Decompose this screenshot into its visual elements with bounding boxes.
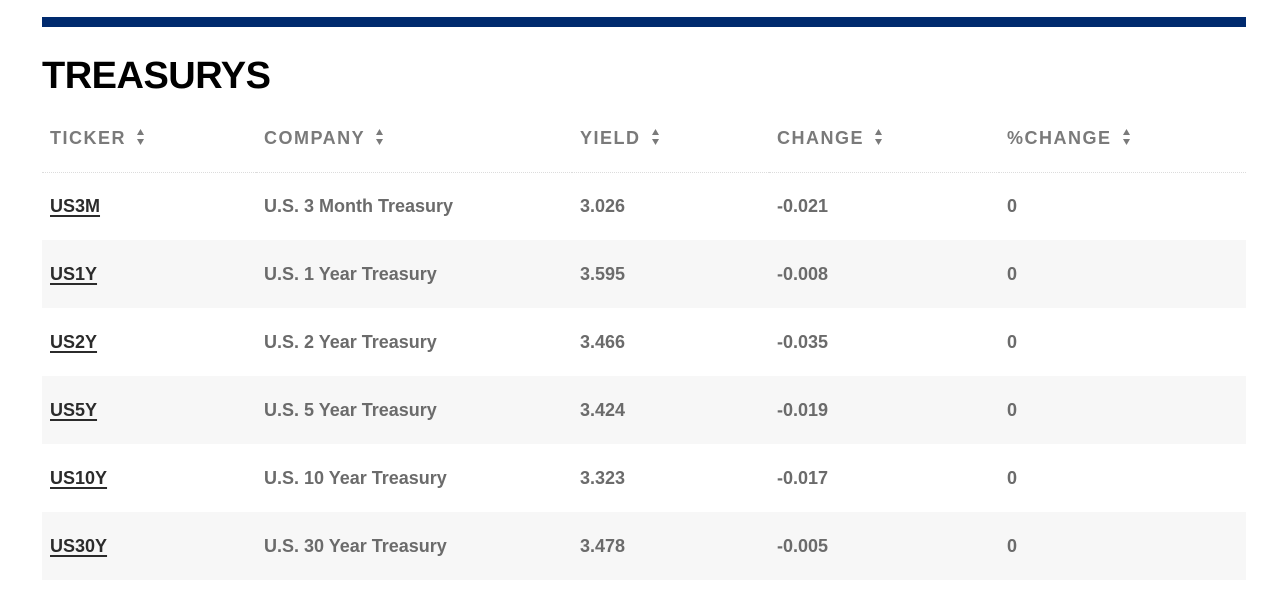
yield-cell: 3.026	[580, 195, 626, 216]
sort-updown-icon[interactable]	[375, 127, 384, 147]
sort-updown-icon[interactable]	[651, 127, 660, 147]
column-header-label: YIELD	[580, 127, 641, 148]
column-header-label: CHANGE	[777, 127, 865, 148]
change-cell: -0.035	[777, 331, 829, 352]
change-cell: -0.008	[777, 263, 829, 284]
pct-change-cell: 0	[1007, 535, 1018, 556]
treasurys-section: TREASURYS TICKER COMPANY YIELD CHANGE %C…	[42, 17, 1246, 580]
company-cell: U.S. 1 Year Treasury	[264, 263, 437, 284]
ticker-cell: US30Y	[42, 512, 256, 580]
company-cell: U.S. 5 Year Treasury	[264, 399, 437, 420]
ticker-link[interactable]: US3M	[50, 195, 101, 216]
ticker-link[interactable]: US2Y	[50, 331, 98, 352]
column-header-yield[interactable]: YIELD	[572, 105, 769, 172]
table-row: US30Y U.S. 30 Year Treasury 3.478 -0.005…	[42, 512, 1246, 580]
change-cell: -0.019	[777, 399, 829, 420]
ticker-cell: US3M	[42, 172, 256, 240]
company-cell: U.S. 2 Year Treasury	[264, 331, 437, 352]
table-row: US5Y U.S. 5 Year Treasury 3.424 -0.019 0	[42, 376, 1246, 444]
sort-updown-icon[interactable]	[136, 127, 145, 147]
yield-cell: 3.323	[580, 467, 626, 488]
ticker-cell: US2Y	[42, 308, 256, 376]
company-cell: U.S. 3 Month Treasury	[264, 195, 454, 216]
change-cell: -0.017	[777, 467, 829, 488]
column-header-label: %CHANGE	[1007, 127, 1112, 148]
pct-change-cell: 0	[1007, 467, 1018, 488]
treasurys-table: TICKER COMPANY YIELD CHANGE %CHANGE US3M…	[42, 105, 1246, 580]
change-cell: -0.021	[777, 195, 829, 216]
yield-cell: 3.595	[580, 263, 626, 284]
table-row: US3M U.S. 3 Month Treasury 3.026 -0.021 …	[42, 172, 1246, 240]
company-cell: U.S. 10 Year Treasury	[264, 467, 447, 488]
pct-change-cell: 0	[1007, 331, 1018, 352]
ticker-link[interactable]: US30Y	[50, 535, 108, 556]
yield-cell: 3.478	[580, 535, 626, 556]
sort-updown-icon[interactable]	[1122, 127, 1131, 147]
yield-cell: 3.424	[580, 399, 626, 420]
column-header-ticker[interactable]: TICKER	[42, 105, 256, 172]
table-row: US1Y U.S. 1 Year Treasury 3.595 -0.008 0	[42, 240, 1246, 308]
ticker-link[interactable]: US5Y	[50, 399, 98, 420]
change-cell: -0.005	[777, 535, 829, 556]
company-cell: U.S. 30 Year Treasury	[264, 535, 447, 556]
ticker-cell: US5Y	[42, 376, 256, 444]
column-header-change[interactable]: CHANGE	[769, 105, 999, 172]
ticker-link[interactable]: US10Y	[50, 467, 108, 488]
section-title: TREASURYS	[42, 55, 271, 97]
column-header-company[interactable]: COMPANY	[256, 105, 572, 172]
ticker-cell: US1Y	[42, 240, 256, 308]
table-row: US10Y U.S. 10 Year Treasury 3.323 -0.017…	[42, 444, 1246, 512]
table-header-row: TICKER COMPANY YIELD CHANGE %CHANGE	[42, 105, 1246, 172]
column-header-label: COMPANY	[264, 127, 366, 148]
ticker-link[interactable]: US1Y	[50, 263, 98, 284]
column-header-label: TICKER	[50, 127, 126, 148]
section-top-bar	[42, 17, 1246, 27]
pct-change-cell: 0	[1007, 195, 1018, 216]
pct-change-cell: 0	[1007, 263, 1018, 284]
ticker-cell: US10Y	[42, 444, 256, 512]
pct-change-cell: 0	[1007, 399, 1018, 420]
yield-cell: 3.466	[580, 331, 626, 352]
column-header-pct-change[interactable]: %CHANGE	[999, 105, 1246, 172]
table-row: US2Y U.S. 2 Year Treasury 3.466 -0.035 0	[42, 308, 1246, 376]
sort-updown-icon[interactable]	[874, 127, 883, 147]
